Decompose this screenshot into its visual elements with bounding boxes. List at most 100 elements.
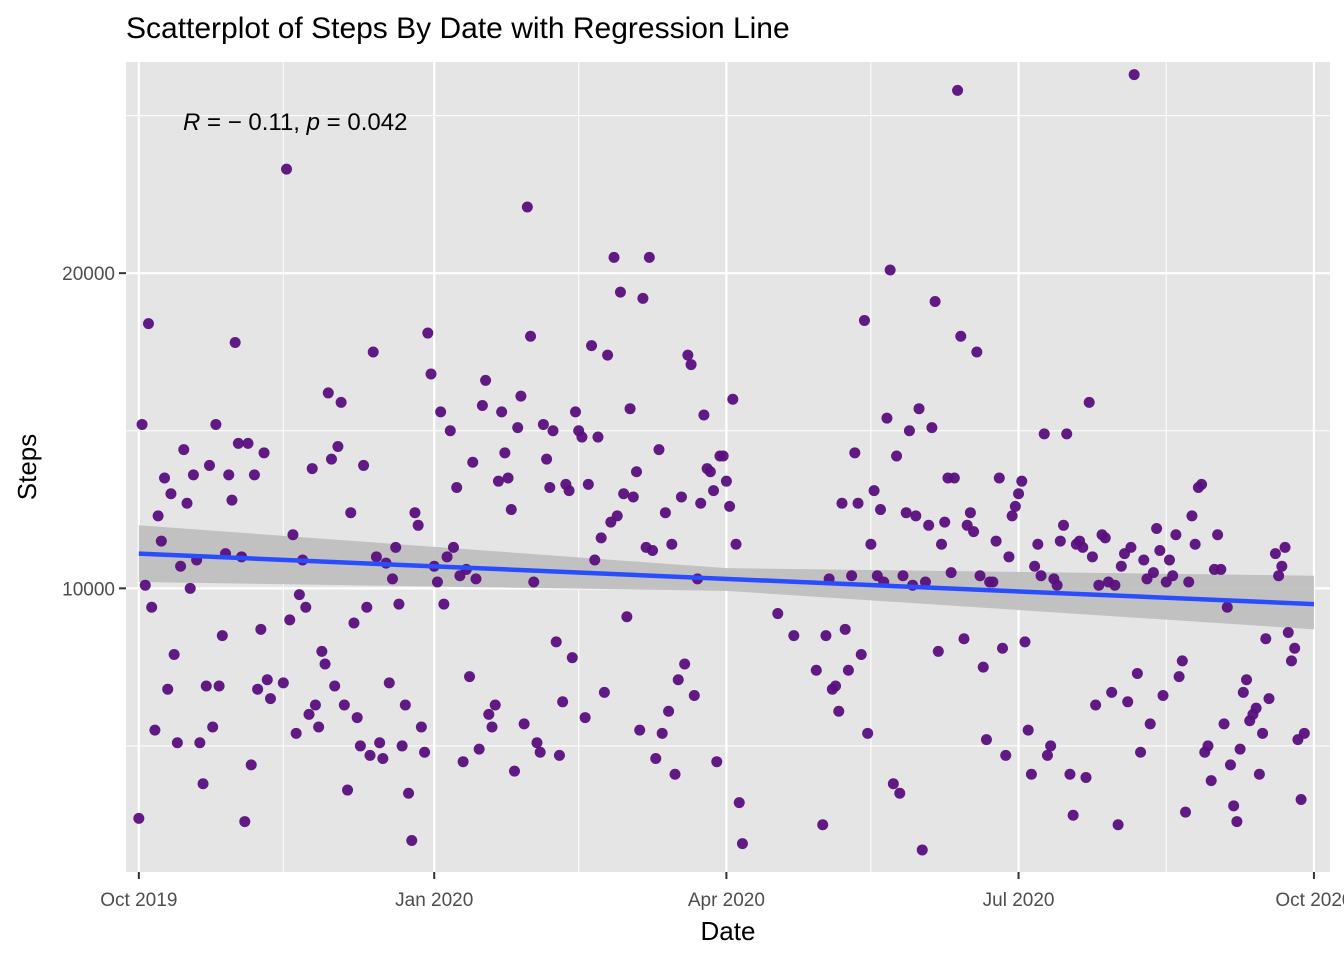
data-point: [698, 409, 710, 421]
data-point: [939, 516, 951, 528]
data-point: [531, 737, 543, 749]
data-point: [1138, 554, 1150, 566]
data-point: [788, 630, 800, 642]
data-point: [142, 318, 154, 330]
data-point: [987, 576, 999, 588]
data-point: [849, 447, 861, 459]
data-point: [666, 538, 678, 550]
data-point: [1009, 500, 1021, 512]
data-point: [1077, 541, 1089, 553]
data-point: [316, 645, 328, 657]
major-gridlines: [126, 62, 1330, 872]
data-point: [351, 712, 363, 724]
data-point: [1183, 576, 1195, 588]
data-point: [862, 727, 874, 739]
data-point: [932, 645, 944, 657]
data-point: [711, 756, 723, 768]
data-point: [239, 816, 251, 828]
data-point: [852, 497, 864, 509]
data-point: [287, 529, 299, 541]
data-point: [1045, 740, 1057, 752]
data-point: [669, 768, 681, 780]
data-point: [470, 573, 482, 585]
data-point: [579, 712, 591, 724]
data-point: [569, 406, 581, 418]
data-point: [618, 488, 630, 500]
data-point: [733, 797, 745, 809]
data-point: [438, 598, 450, 610]
data-point: [704, 466, 716, 478]
data-point: [968, 526, 980, 538]
data-point: [900, 507, 912, 519]
data-point: [203, 459, 215, 471]
data-point: [319, 658, 331, 670]
x-tick-label: Oct 2020: [1275, 890, 1344, 911]
data-point: [1022, 724, 1034, 736]
data-point: [958, 633, 970, 645]
data-point: [1093, 579, 1105, 591]
r-variable: R: [183, 109, 200, 136]
data-point: [1260, 633, 1272, 645]
data-point: [345, 507, 357, 519]
data-point: [335, 396, 347, 408]
data-point: [1067, 809, 1079, 821]
data-point: [624, 403, 636, 415]
data-point: [679, 658, 691, 670]
data-point: [1273, 570, 1285, 582]
data-point: [1241, 674, 1253, 686]
x-tick-label: Jan 2020: [395, 890, 473, 911]
data-point: [830, 680, 842, 692]
data-point: [553, 749, 565, 761]
data-point: [1189, 538, 1201, 550]
data-point: [325, 453, 337, 465]
data-point: [997, 642, 1009, 654]
data-point: [919, 576, 931, 588]
data-point: [675, 491, 687, 503]
data-point: [367, 346, 379, 358]
data-point: [566, 652, 578, 664]
data-point: [1109, 579, 1121, 591]
data-point: [772, 608, 784, 620]
data-point: [223, 469, 235, 481]
data-point: [1163, 554, 1175, 566]
y-axis: 10000 20000: [62, 264, 126, 600]
data-point: [663, 705, 675, 717]
data-point: [903, 425, 915, 437]
y-tick-label: 20000: [62, 264, 115, 285]
data-point: [1038, 428, 1050, 440]
data-point: [1029, 560, 1041, 572]
data-point: [1106, 686, 1118, 698]
data-point: [820, 630, 832, 642]
data-point: [695, 497, 707, 509]
data-point: [261, 674, 273, 686]
data-point: [1086, 551, 1098, 563]
data-point: [1173, 671, 1185, 683]
data-point: [480, 374, 492, 386]
data-point: [502, 472, 514, 484]
data-point: [431, 576, 443, 588]
data-point: [383, 677, 395, 689]
data-point: [1215, 563, 1227, 575]
data-point: [881, 412, 893, 424]
data-point: [171, 737, 183, 749]
data-point: [945, 567, 957, 579]
data-point: [155, 535, 167, 547]
data-point: [525, 330, 537, 342]
data-point: [1080, 771, 1092, 783]
x-axis: Oct 2019 Jan 2020 Apr 2020 Jul 2020 Oct 2020: [100, 872, 1344, 911]
data-point: [1218, 718, 1230, 730]
data-point: [1228, 800, 1240, 812]
data-point: [1000, 749, 1012, 761]
data-point: [977, 661, 989, 673]
data-point: [846, 570, 858, 582]
data-point: [1054, 535, 1066, 547]
data-point: [338, 699, 350, 711]
data-point: [303, 708, 315, 720]
data-point: [149, 724, 161, 736]
data-point: [159, 472, 171, 484]
data-point: [952, 84, 964, 96]
data-point: [1257, 727, 1269, 739]
data-point: [435, 406, 447, 418]
data-point: [210, 418, 222, 430]
